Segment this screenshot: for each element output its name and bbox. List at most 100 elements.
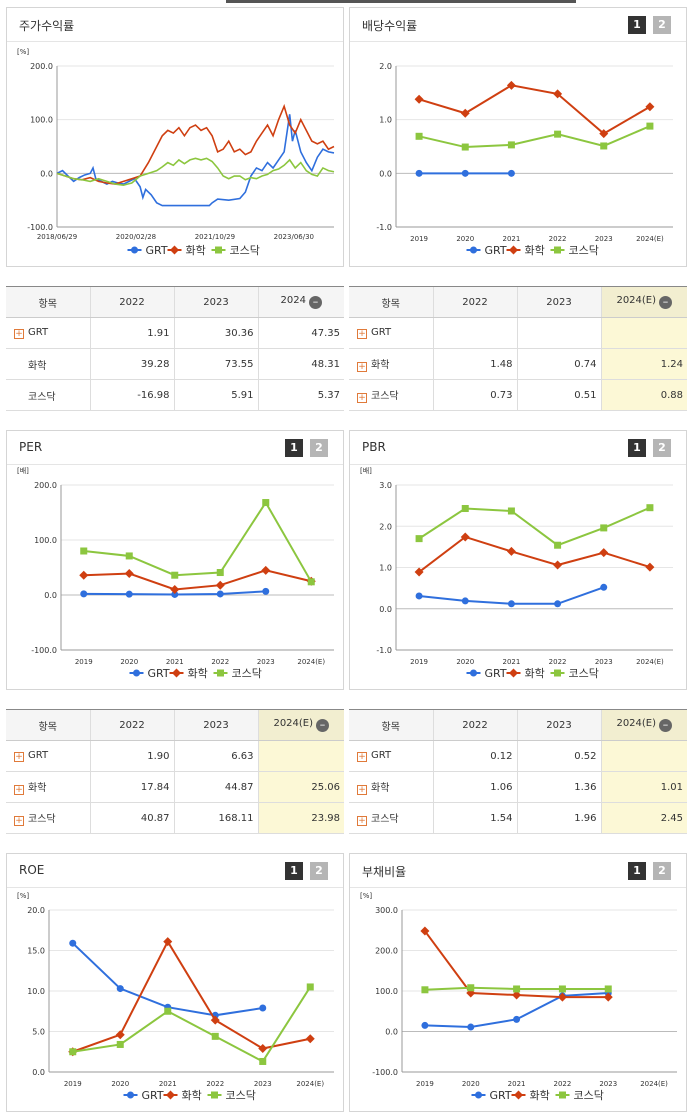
y-tick-label: 200.0 xyxy=(375,947,398,956)
cell-value xyxy=(432,317,517,349)
table-row: 코스닥 -16.98 5.91 5.37 xyxy=(6,379,344,411)
legend-label: 코스닥 xyxy=(569,667,599,680)
pbr-panel: PBR 1 2 -1.0 0.0 1.0 2.0 3.0 [배] 2019 2020 2021 2… xyxy=(349,430,687,690)
legend-label: 코스닥 xyxy=(226,1089,256,1102)
x-tick-label: 2022 xyxy=(554,1080,572,1088)
row-label: 코스닥 xyxy=(28,391,56,403)
cell-value: -16.98 xyxy=(89,379,174,411)
cell-value: 39.28 xyxy=(89,348,174,380)
y-tick-label: -1.0 xyxy=(376,646,392,655)
legend-label: GRT xyxy=(485,667,507,680)
expand-icon[interactable]: + xyxy=(357,816,367,826)
cell-value: 0.52 xyxy=(516,740,601,772)
y-tick-label: -100.0 xyxy=(31,646,57,655)
header-year-label: 2024(E) xyxy=(273,718,314,729)
series-line-화학 xyxy=(56,103,335,185)
y-tick-label: 0.0 xyxy=(379,605,392,614)
page-2-button[interactable]: 2 xyxy=(653,862,671,880)
x-tick-label: 2020 xyxy=(456,235,474,243)
legend-marker xyxy=(217,669,224,677)
collapse-icon[interactable]: – xyxy=(316,719,330,732)
expand-icon[interactable]: + xyxy=(357,752,367,762)
page-2-button[interactable]: 2 xyxy=(653,16,671,34)
x-tick-label: 2018/06/29 xyxy=(37,233,77,241)
data-point xyxy=(79,570,89,580)
expand-icon[interactable]: + xyxy=(14,329,24,339)
data-point xyxy=(513,985,521,993)
legend-marker xyxy=(554,246,561,254)
legend-marker xyxy=(514,1090,523,1100)
header-year-label: 2024 xyxy=(280,295,306,306)
data-point xyxy=(558,985,566,993)
data-point xyxy=(415,535,423,543)
x-tick-label: 2024(E) xyxy=(636,235,664,243)
x-tick-label: 2022 xyxy=(549,658,567,666)
x-tick-label: 2019 xyxy=(75,658,93,666)
collapse-icon[interactable]: – xyxy=(659,719,673,732)
legend-marker xyxy=(559,1091,566,1099)
data-point xyxy=(600,583,608,591)
legend-label: GRT xyxy=(485,244,507,257)
expand-icon[interactable]: + xyxy=(14,785,24,795)
page-2-button[interactable]: 2 xyxy=(310,862,328,880)
data-point xyxy=(461,143,469,151)
data-point xyxy=(259,1057,267,1065)
y-tick-label: 0.0 xyxy=(44,591,57,600)
data-point xyxy=(420,926,430,936)
y-tick-label: 200.0 xyxy=(34,481,57,490)
table-row: + 화학 1.06 1.36 1.01 xyxy=(349,771,687,803)
expand-icon[interactable]: + xyxy=(357,785,367,795)
panel-title: 부채비율 xyxy=(362,865,407,879)
x-tick-label: 2023 xyxy=(254,1080,272,1088)
page-2-button[interactable]: 2 xyxy=(653,439,671,457)
data-point xyxy=(553,560,563,570)
expand-icon[interactable]: + xyxy=(357,329,367,339)
series-line-화학 xyxy=(83,569,312,591)
page-1-button[interactable]: 1 xyxy=(285,439,303,457)
expand-icon[interactable]: + xyxy=(14,752,24,762)
cell-value: 2.45 xyxy=(600,802,687,834)
data-point xyxy=(553,89,563,99)
legend-marker xyxy=(127,1091,134,1099)
cell-value: 1.01 xyxy=(600,771,687,803)
series-line-화학 xyxy=(418,535,651,573)
data-point xyxy=(507,169,515,177)
row-label: 화학 xyxy=(28,360,47,372)
data-point xyxy=(216,590,224,598)
data-point xyxy=(554,541,562,549)
y-tick-label: 100.0 xyxy=(30,116,53,125)
data-point xyxy=(646,122,654,130)
x-tick-label: 2023 xyxy=(595,235,613,243)
expand-icon[interactable]: + xyxy=(14,816,24,826)
row-name: + 코스닥 xyxy=(349,379,433,411)
x-tick-label: 2019 xyxy=(416,1080,434,1088)
y-tick-label: 200.0 xyxy=(30,62,53,71)
page-1-button[interactable]: 1 xyxy=(628,862,646,880)
cell-value xyxy=(516,317,601,349)
series-line-화학 xyxy=(72,939,311,1053)
collapse-icon[interactable]: – xyxy=(308,296,322,309)
row-name: + GRT xyxy=(349,740,433,772)
expand-icon[interactable]: + xyxy=(357,362,367,372)
page-2-button[interactable]: 2 xyxy=(310,439,328,457)
table-row: + GRT 1.91 30.36 47.35 xyxy=(6,317,344,349)
table-row: + GRT 1.90 6.63 xyxy=(6,740,344,772)
per-table: 항목 2022 2023 2024(E) – + GRT 1.90 6.63 + 화학… xyxy=(6,709,344,834)
collapse-icon[interactable]: – xyxy=(659,296,673,309)
table-row: + 화학 17.84 44.87 25.06 xyxy=(6,771,344,803)
page-1-button[interactable]: 1 xyxy=(628,16,646,34)
series-line-화학 xyxy=(418,84,651,135)
page-1-button[interactable]: 1 xyxy=(285,862,303,880)
row-name: 화학 xyxy=(6,348,90,380)
expand-icon[interactable]: + xyxy=(357,393,367,403)
row-name: + 코스닥 xyxy=(6,802,90,834)
panel-header: 배당수익률 1 2 xyxy=(350,8,686,42)
data-point xyxy=(261,565,271,575)
dividend-table: 항목 2022 2023 2024(E) – + GRT + 화학 1.48 0.74… xyxy=(349,286,687,411)
data-point xyxy=(69,1048,77,1056)
data-point xyxy=(460,108,470,118)
debt-panel: 부채비율 1 2 -100.0 0.0 100.0 200.0 300.0 [%] 2019… xyxy=(349,853,687,1112)
legend-marker xyxy=(475,1091,482,1099)
legend-label: 코스닥 xyxy=(232,667,262,680)
page-1-button[interactable]: 1 xyxy=(628,439,646,457)
